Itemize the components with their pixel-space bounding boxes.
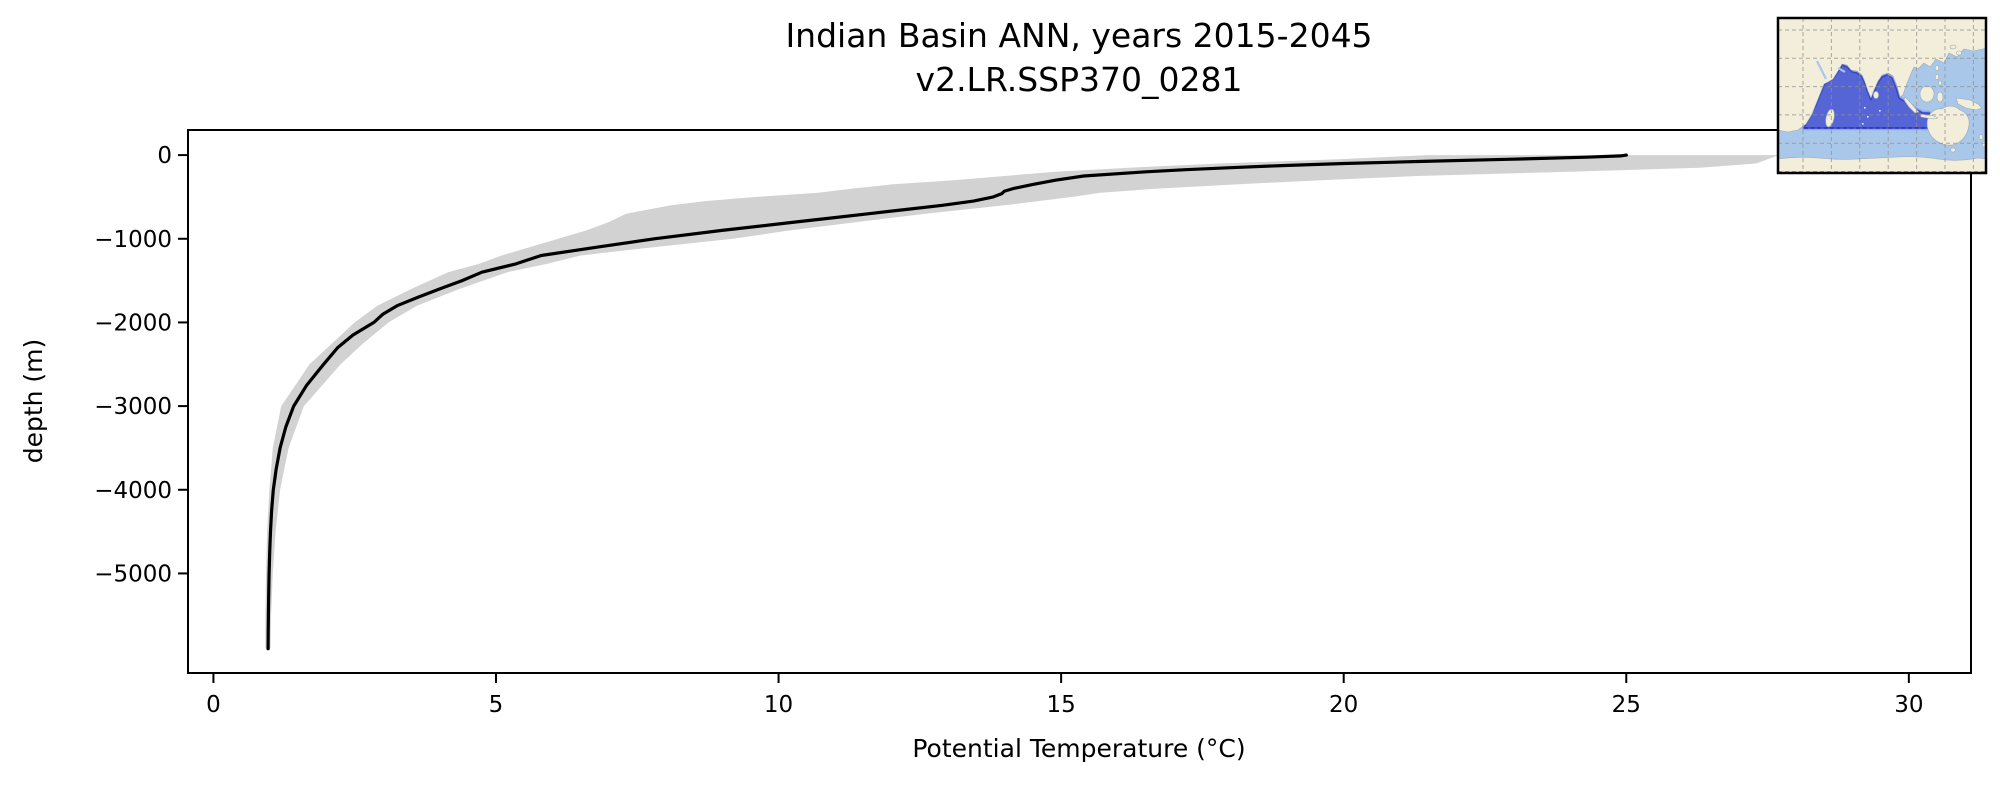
map-land-sri-lanka: [1873, 91, 1879, 99]
mean-temperature-line: [266, 153, 1628, 651]
map-land-eurasia-africa: [1778, 18, 1986, 133]
plot-area: 0 5 10 15 20 25 30 0−1000−2000−3000−4000−5000 …: [19, 129, 1972, 763]
x-axis-ticks: 0 5 10 15 20 25 30: [206, 673, 1923, 718]
y-axis-ticks: 0 −1000 −2000 −3000 −4000 −5000: [94, 143, 188, 587]
y-axis-label: depth (m): [19, 339, 48, 464]
y-tick-label: −3000: [94, 394, 172, 420]
axes-spines: [187, 129, 1972, 674]
map-gridlines: [1778, 18, 1986, 173]
map-persian-gulf: [1837, 67, 1846, 73]
map-land-nz-north: [1978, 134, 1984, 140]
x-tick-label: 0: [206, 692, 221, 718]
figure-title-group: Indian Basin ANN, years 2015-2045 v2.LR.…: [785, 16, 1372, 99]
map-land-japan-2: [1956, 50, 1962, 56]
x-tick-label: 10: [764, 692, 793, 718]
x-axis-label: Potential Temperature (°C): [912, 734, 1245, 763]
map-land-tasmania: [1950, 147, 1956, 153]
map-land-taiwan: [1934, 65, 1940, 71]
y-tick-label: −1000: [94, 227, 172, 253]
chart-subtitle: v2.LR.SSP370_0281: [916, 60, 1243, 99]
map-land-antarctica: [1778, 156, 1986, 173]
x-tick-label: 5: [489, 692, 504, 718]
map-atoll-specks: [1862, 107, 1881, 125]
x-tick-label: 15: [1046, 692, 1075, 718]
map-land-philippines-2: [1938, 80, 1942, 86]
uncertainty-band: [265, 155, 1779, 649]
y-tick-label: −4000: [94, 478, 172, 504]
y-tick-label: −2000: [94, 310, 172, 336]
map-land-sulawesi: [1936, 91, 1944, 103]
map-red-sea: [1816, 60, 1827, 80]
map-land-java: [1919, 113, 1939, 120]
inset-map-indian-basin: [1776, 16, 1988, 175]
map-land-japan-1: [1949, 44, 1957, 50]
x-tick-label: 20: [1329, 692, 1358, 718]
x-tick-label: 30: [1894, 692, 1923, 718]
map-land-philippines-1: [1935, 74, 1940, 80]
x-tick-label: 25: [1612, 692, 1641, 718]
map-land-australia: [1926, 105, 1970, 146]
map-landmasses: [1778, 18, 1986, 173]
map-land-new-guinea: [1955, 97, 1983, 111]
y-tick-label: 0: [157, 143, 172, 169]
chart-title: Indian Basin ANN, years 2015-2045: [785, 16, 1372, 55]
y-tick-label: −5000: [94, 561, 172, 587]
inset-border: [1776, 16, 1988, 175]
map-land-borneo: [1919, 85, 1935, 103]
